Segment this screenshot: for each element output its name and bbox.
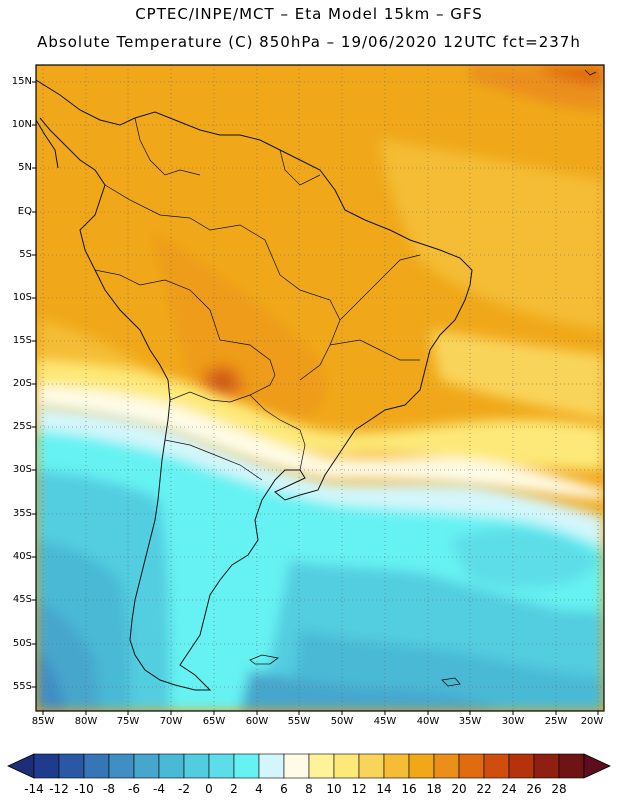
lon-label: 75W (116, 716, 140, 727)
lon-label: 70W (159, 716, 183, 727)
colorbar-label: 18 (426, 782, 442, 796)
colorbar-cell (533, 753, 560, 779)
colorbar-label: 14 (376, 782, 392, 796)
colorbar-cell (358, 753, 385, 779)
lat-label: 35S (12, 508, 32, 519)
lat-label: 15S (12, 335, 32, 346)
lat-label: 20S (12, 378, 32, 389)
country-borders (94, 117, 421, 481)
lon-label: 85W (31, 716, 55, 727)
colorbar-cell (258, 753, 285, 779)
colorbar-label: -8 (103, 782, 115, 796)
lat-label: 55S (12, 681, 32, 692)
colorbar-label: -14 (24, 782, 44, 796)
colorbar-label: 16 (401, 782, 417, 796)
lat-label: 5N (18, 162, 32, 173)
lon-label: 60W (245, 716, 269, 727)
colorbar (7, 753, 611, 779)
lon-label: 65W (202, 716, 226, 727)
lat-label: 5S (19, 249, 32, 260)
lat-label: 45S (12, 594, 32, 605)
colorbar-cell (208, 753, 235, 779)
lat-label: EQ (17, 206, 32, 217)
colorbar-label: 10 (326, 782, 342, 796)
lat-lon-grid (36, 65, 604, 711)
lat-label: 30S (12, 464, 32, 475)
map-title-line-2: Absolute Temperature (C) 850hPa – 19/06/… (37, 33, 581, 51)
lat-label: 15N (11, 76, 32, 87)
colorbar-cell (108, 753, 135, 779)
colorbar-cell (183, 753, 210, 779)
colorbar-over-arrow (583, 753, 611, 779)
lat-label: 10S (12, 292, 32, 303)
colorbar-cell (33, 753, 60, 779)
colorbar-label: 20 (451, 782, 467, 796)
colorbar-label: 6 (280, 782, 288, 796)
colorbar-label: 2 (230, 782, 238, 796)
colorbar-label: 28 (551, 782, 567, 796)
lat-label: 40S (12, 551, 32, 562)
lon-label: 30W (501, 716, 525, 727)
colorbar-cell (308, 753, 335, 779)
colorbar-cell (233, 753, 260, 779)
colorbar-cell (508, 753, 535, 779)
colorbar-cell (383, 753, 410, 779)
colorbar-label: -12 (49, 782, 69, 796)
map-frame (35, 64, 605, 712)
lon-label: 55W (287, 716, 311, 727)
colorbar-label: -4 (153, 782, 165, 796)
colorbar-label: 0 (205, 782, 213, 796)
colorbar-label: 12 (351, 782, 367, 796)
colorbar-cell (408, 753, 435, 779)
colorbar-cell (333, 753, 360, 779)
colorbar-cell (483, 753, 510, 779)
colorbar-label: -6 (128, 782, 140, 796)
lon-label: 80W (74, 716, 98, 727)
colorbar-label: 24 (501, 782, 517, 796)
colorbar-cell (83, 753, 110, 779)
lon-label: 50W (330, 716, 354, 727)
colorbar-cell (158, 753, 185, 779)
lon-label: 25W (544, 716, 568, 727)
coastline (36, 79, 473, 691)
colorbar-label: 4 (255, 782, 263, 796)
colorbar-label: -2 (178, 782, 190, 796)
colorbar-cell (558, 753, 585, 779)
colorbar-cell (133, 753, 160, 779)
lat-label: 10N (11, 119, 32, 130)
lon-label: 20W (580, 716, 604, 727)
colorbar-label: 22 (476, 782, 492, 796)
colorbar-cell (458, 753, 485, 779)
colorbar-under-arrow (7, 753, 35, 779)
lon-label: 45W (373, 716, 397, 727)
colorbar-cell (58, 753, 85, 779)
colorbar-cell (283, 753, 310, 779)
lat-label: 25S (12, 421, 32, 432)
colorbar-label: -10 (74, 782, 94, 796)
temperature-field (36, 65, 604, 711)
colorbar-label: 8 (305, 782, 313, 796)
colorbar-label: 26 (526, 782, 542, 796)
lon-label: 40W (416, 716, 440, 727)
colorbar-cell (433, 753, 460, 779)
lon-label: 35W (458, 716, 482, 727)
lat-label: 50S (12, 638, 32, 649)
map-title-line-1: CPTEC/INPE/MCT – Eta Model 15km – GFS (135, 5, 483, 23)
